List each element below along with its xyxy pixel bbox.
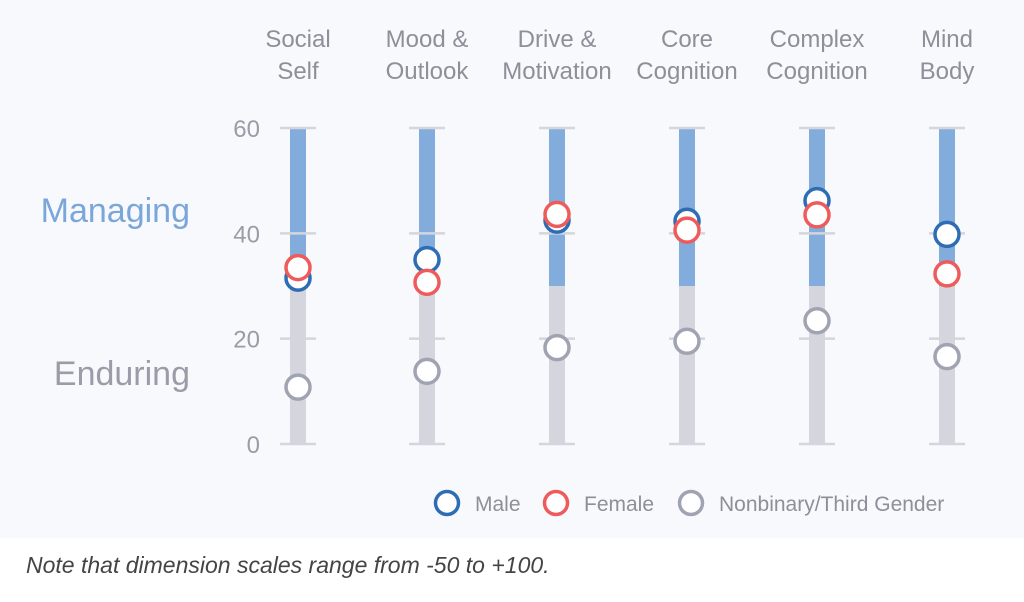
data-point-female	[933, 260, 961, 288]
y-tick-label: 40	[233, 221, 260, 248]
range-band-managing	[679, 128, 695, 286]
category-label: Social	[265, 26, 330, 53]
category-label: Self	[277, 58, 319, 85]
y-tick-label: 20	[233, 327, 260, 354]
data-point-female	[803, 201, 831, 229]
category-label: Complex	[770, 26, 865, 53]
category-label: Cognition	[766, 58, 867, 85]
category-label: Drive &	[518, 26, 597, 53]
category-label: Cognition	[636, 58, 737, 85]
data-point-nonbinary-third-gender	[284, 373, 312, 401]
data-point-male	[933, 220, 961, 249]
chart-panel	[0, 0, 1024, 538]
range-band-managing	[290, 128, 306, 286]
legend-marker-male	[433, 489, 461, 517]
band-label-enduring: Enduring	[54, 355, 190, 393]
chart: 0 20 40 60 Enduring Managing Social Self Mood & O…	[41, 26, 975, 517]
legend-label: Female	[584, 493, 654, 516]
range-band-enduring	[549, 286, 565, 444]
range-band-enduring	[679, 286, 695, 444]
category-label: Motivation	[502, 58, 611, 85]
data-point-female	[543, 200, 571, 229]
data-point-nonbinary-third-gender	[543, 333, 571, 362]
range-band-managing	[419, 128, 435, 286]
data-point-female	[673, 216, 701, 244]
range-band-enduring	[290, 286, 306, 444]
category-label: Mind	[921, 26, 973, 53]
category-label: Outlook	[386, 58, 470, 85]
data-point-nonbinary-third-gender	[933, 342, 961, 371]
legend-label: Male	[475, 493, 521, 516]
category-label: Body	[920, 58, 975, 85]
band-label-managing: Managing	[41, 192, 190, 230]
y-tick-label: 60	[233, 116, 260, 143]
scale-note: Note that dimension scales range from -5…	[26, 552, 550, 578]
data-point-nonbinary-third-gender	[413, 357, 441, 386]
data-point-female	[284, 253, 312, 282]
data-point-male	[413, 245, 441, 274]
legend-label: Nonbinary/Third Gender	[719, 493, 944, 516]
data-point-nonbinary-third-gender	[673, 327, 701, 356]
data-point-nonbinary-third-gender	[803, 307, 831, 335]
legend-marker-nonbinary-third-gender	[677, 489, 705, 517]
y-tick-label: 0	[247, 432, 260, 459]
category-label: Core	[661, 26, 713, 53]
legend-marker-female	[542, 489, 570, 517]
category-label: Mood &	[386, 26, 469, 53]
data-point-female	[413, 268, 441, 297]
